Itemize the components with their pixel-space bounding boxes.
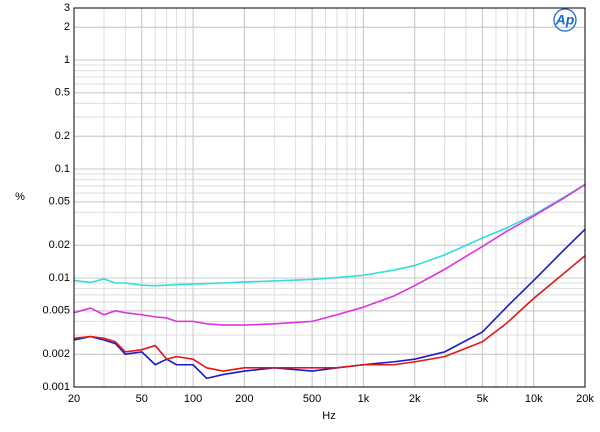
x-tick-label: 2k xyxy=(409,393,421,405)
x-tick-label: 200 xyxy=(235,393,253,405)
y-axis-label: % xyxy=(15,191,25,203)
logo-ring xyxy=(553,8,577,32)
logo: Ap xyxy=(555,12,575,28)
grid xyxy=(73,7,586,388)
x-axis-label: Hz xyxy=(322,410,335,422)
y-tick-label: 1 xyxy=(64,54,70,66)
y-tick-label: 0.001 xyxy=(42,381,70,393)
y-tick-label: 3 xyxy=(64,2,70,14)
x-tick-label: 10k xyxy=(525,393,543,405)
y-tick-label: 0.005 xyxy=(42,305,70,317)
x-tick-label: 50 xyxy=(136,393,148,405)
x-tick-label: 1k xyxy=(358,393,370,405)
series-line xyxy=(73,183,586,326)
y-tick-label: 0.01 xyxy=(49,272,70,284)
x-tick-label: 100 xyxy=(184,393,202,405)
series-line xyxy=(73,228,586,380)
series-line xyxy=(73,183,586,287)
series-line xyxy=(73,255,586,372)
y-tick-label: 0.5 xyxy=(55,87,70,99)
x-tick-label: 500 xyxy=(303,393,321,405)
y-tick-label: 2 xyxy=(64,21,70,33)
x-tick-label: 5k xyxy=(477,393,489,405)
y-tick-label: 0.002 xyxy=(42,348,70,360)
y-tick-label: 0.2 xyxy=(55,130,70,142)
lines xyxy=(73,183,586,380)
y-tick-label: 0.05 xyxy=(49,196,70,208)
plot-frame xyxy=(73,7,586,388)
x-tick-label: 20 xyxy=(68,393,80,405)
y-tick-label: 0.02 xyxy=(49,239,70,251)
y-tick-label: 0.1 xyxy=(55,163,70,175)
x-tick-label: 20k xyxy=(576,393,594,405)
